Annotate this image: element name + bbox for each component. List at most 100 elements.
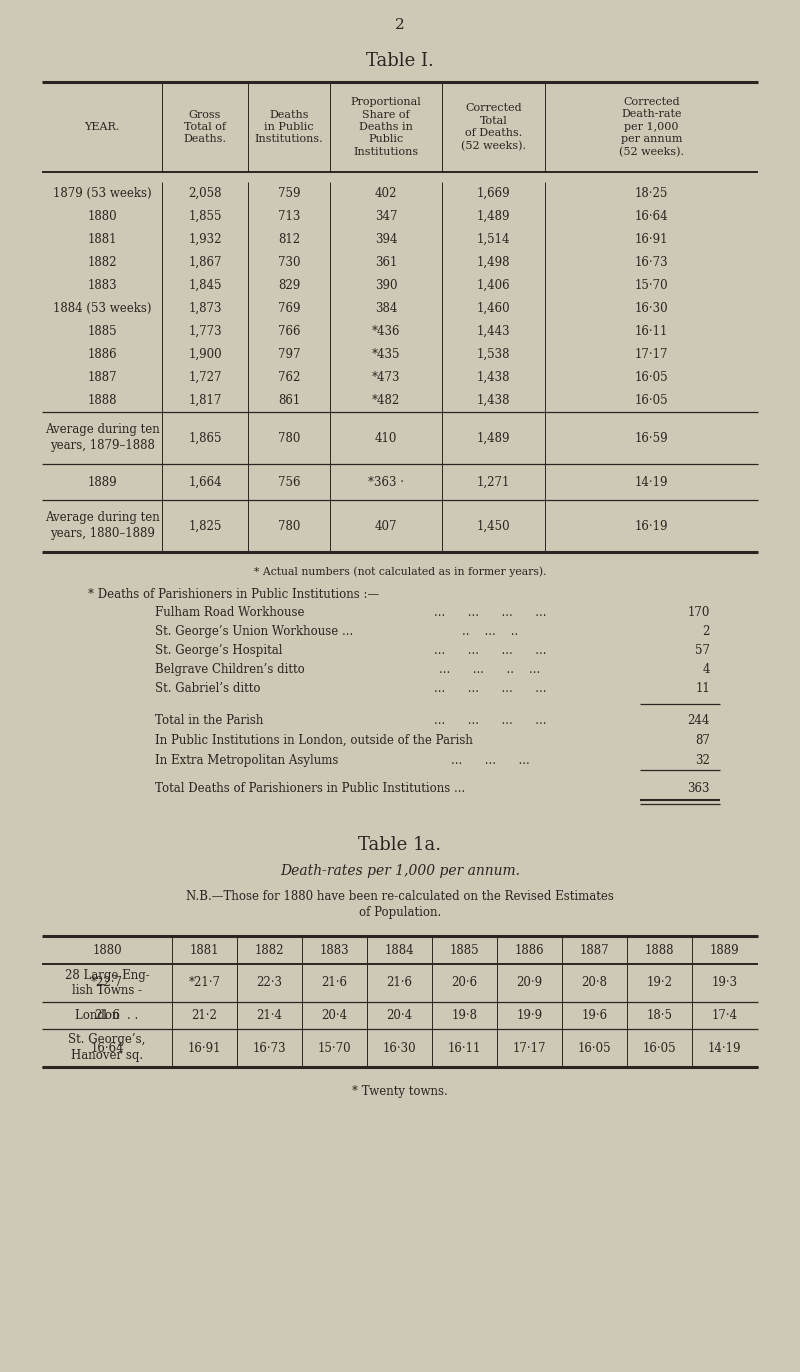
Text: 1,538: 1,538 [477,348,510,361]
Text: 1,873: 1,873 [188,302,222,316]
Text: *436: *436 [372,325,400,338]
Text: ...      ...      ..    ...: ... ... .. ... [439,663,541,676]
Text: 756: 756 [278,476,300,488]
Text: 812: 812 [278,233,300,246]
Text: 19·3: 19·3 [711,977,738,989]
Text: *363 ·: *363 · [368,476,404,488]
Text: 1,498: 1,498 [477,257,510,269]
Text: London  . .: London . . [75,1008,138,1022]
Text: 16·19: 16·19 [634,520,668,532]
Text: 19·8: 19·8 [451,1008,478,1022]
Text: 16·05: 16·05 [634,394,668,407]
Text: 407: 407 [374,520,398,532]
Text: 1,443: 1,443 [477,325,510,338]
Text: 2: 2 [702,626,710,638]
Text: 1887: 1887 [580,944,610,956]
Text: 410: 410 [375,432,397,445]
Text: 1,438: 1,438 [477,394,510,407]
Text: 16·11: 16·11 [635,325,668,338]
Text: 57: 57 [695,643,710,657]
Text: * Actual numbers (not calculated as in former years).: * Actual numbers (not calculated as in f… [254,567,546,576]
Text: 1,867: 1,867 [188,257,222,269]
Text: 1882: 1882 [254,944,284,956]
Text: * Deaths of Parishioners in Public Institutions :—: * Deaths of Parishioners in Public Insti… [88,589,379,601]
Text: 16·73: 16·73 [253,1041,286,1055]
Text: St. George’s Hospital: St. George’s Hospital [155,643,282,657]
Text: 1,825: 1,825 [188,520,222,532]
Text: 861: 861 [278,394,300,407]
Text: 16·64: 16·64 [90,1041,124,1055]
Text: 170: 170 [688,606,710,619]
Text: Deaths
in Public
Institutions.: Deaths in Public Institutions. [254,110,323,144]
Text: 16·91: 16·91 [188,1041,222,1055]
Text: 384: 384 [375,302,397,316]
Text: * Twenty towns.: * Twenty towns. [352,1085,448,1098]
Text: 14·19: 14·19 [708,1041,742,1055]
Text: 22·3: 22·3 [257,977,282,989]
Text: 1889: 1889 [87,476,117,488]
Text: Average during ten
years, 1880–1889: Average during ten years, 1880–1889 [45,512,159,541]
Text: 780: 780 [278,520,300,532]
Text: ...      ...      ...: ... ... ... [450,755,530,767]
Text: 1,865: 1,865 [188,432,222,445]
Text: 19·2: 19·2 [646,977,673,989]
Text: 1,900: 1,900 [188,348,222,361]
Text: ...      ...      ...      ...: ... ... ... ... [434,713,546,727]
Text: 14·19: 14·19 [634,476,668,488]
Text: 1883: 1883 [320,944,350,956]
Text: Gross
Total of
Deaths.: Gross Total of Deaths. [183,110,226,144]
Text: 1885: 1885 [87,325,117,338]
Text: ..    ...    ..: .. ... .. [462,626,518,638]
Text: 21·6: 21·6 [94,1008,120,1022]
Text: 1882: 1882 [87,257,117,269]
Text: 1888: 1888 [87,394,117,407]
Text: 20·8: 20·8 [582,977,607,989]
Text: 1888: 1888 [645,944,674,956]
Text: 1886: 1886 [514,944,544,956]
Text: 28 Large Eng-
lish Towns -: 28 Large Eng- lish Towns - [65,969,150,997]
Text: 87: 87 [695,734,710,746]
Text: 1881: 1881 [190,944,219,956]
Text: 16·05: 16·05 [642,1041,676,1055]
Text: 1883: 1883 [87,279,117,292]
Text: 1,727: 1,727 [188,370,222,384]
Text: 766: 766 [278,325,300,338]
Text: 1,406: 1,406 [477,279,510,292]
Text: 2,058: 2,058 [188,187,222,200]
Text: 21·6: 21·6 [386,977,413,989]
Text: Average during ten
years, 1879–1888: Average during ten years, 1879–1888 [45,424,159,453]
Text: 347: 347 [374,210,398,224]
Text: 1,460: 1,460 [477,302,510,316]
Text: 1,271: 1,271 [477,476,510,488]
Text: ...      ...      ...      ...: ... ... ... ... [434,643,546,657]
Text: In Extra Metropolitan Asylums: In Extra Metropolitan Asylums [155,755,338,767]
Text: 32: 32 [695,755,710,767]
Text: 20·4: 20·4 [386,1008,413,1022]
Text: 16·05: 16·05 [634,370,668,384]
Text: *473: *473 [372,370,400,384]
Text: 1889: 1889 [710,944,739,956]
Text: 20·9: 20·9 [517,977,542,989]
Text: 1885: 1885 [450,944,479,956]
Text: 394: 394 [374,233,398,246]
Text: 1,773: 1,773 [188,325,222,338]
Text: 21·4: 21·4 [257,1008,282,1022]
Text: 759: 759 [278,187,300,200]
Text: Table 1a.: Table 1a. [358,836,442,853]
Text: ...      ...      ...      ...: ... ... ... ... [434,606,546,619]
Text: Total Deaths of Parishioners in Public Institutions ...: Total Deaths of Parishioners in Public I… [155,782,466,794]
Text: 19·6: 19·6 [582,1008,607,1022]
Text: 11: 11 [695,682,710,696]
Text: 762: 762 [278,370,300,384]
Text: St. George’s,
Hanover sq.: St. George’s, Hanover sq. [68,1033,146,1062]
Text: 1880: 1880 [87,210,117,224]
Text: 16·11: 16·11 [448,1041,481,1055]
Text: 390: 390 [374,279,398,292]
Text: 402: 402 [375,187,397,200]
Text: 730: 730 [278,257,300,269]
Text: 1,932: 1,932 [188,233,222,246]
Text: 16·91: 16·91 [634,233,668,246]
Text: Corrected
Total
of Deaths.
(52 weeks).: Corrected Total of Deaths. (52 weeks). [461,103,526,151]
Text: 1,489: 1,489 [477,210,510,224]
Text: 363: 363 [687,782,710,794]
